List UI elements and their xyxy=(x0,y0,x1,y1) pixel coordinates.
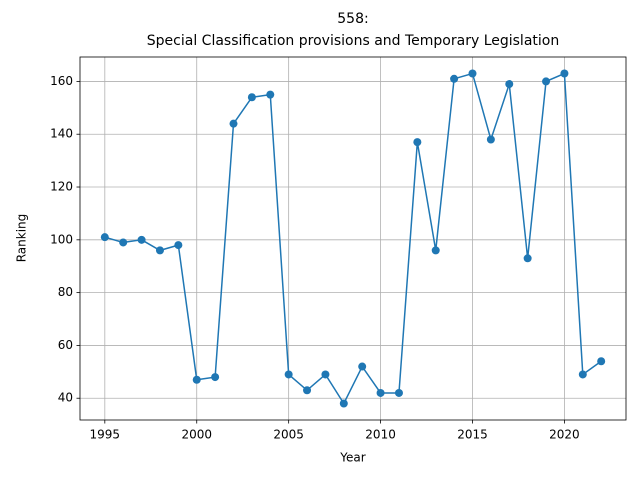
data-point xyxy=(578,370,587,379)
y-axis-label: Ranking xyxy=(15,214,29,263)
data-point xyxy=(284,370,293,379)
x-tick-label: 2010 xyxy=(365,428,396,442)
x-axis-label: Year xyxy=(339,451,365,465)
y-tick-label: 60 xyxy=(58,338,73,352)
data-point xyxy=(303,386,312,395)
data-point xyxy=(560,69,569,78)
data-point xyxy=(321,370,330,379)
y-tick-label: 100 xyxy=(50,232,73,246)
x-tick-label: 2015 xyxy=(457,428,488,442)
data-point xyxy=(358,362,367,371)
x-tick-label: 2020 xyxy=(549,428,580,442)
data-point xyxy=(376,388,385,397)
chart-title: 558: xyxy=(337,11,368,27)
data-point xyxy=(155,246,164,255)
y-tick-label: 140 xyxy=(50,127,73,141)
data-point xyxy=(394,388,403,397)
data-point xyxy=(542,77,551,86)
data-point xyxy=(468,69,477,78)
data-point xyxy=(119,238,128,247)
data-point xyxy=(597,357,606,366)
data-point xyxy=(174,241,183,250)
plot-frame xyxy=(79,56,627,421)
data-point xyxy=(137,235,146,244)
chart-title: Special Classification provisions and Te… xyxy=(147,33,559,49)
data-point xyxy=(505,80,514,89)
y-tick-label: 160 xyxy=(50,74,73,88)
data-line xyxy=(104,72,602,406)
data-point xyxy=(450,74,459,83)
data-point xyxy=(211,373,220,382)
data-point xyxy=(486,135,495,144)
data-point xyxy=(192,375,201,384)
data-point xyxy=(431,246,440,255)
data-point xyxy=(247,93,256,102)
y-tick-label: 120 xyxy=(50,180,73,194)
y-tick-label: 80 xyxy=(58,285,73,299)
data-point xyxy=(339,399,348,408)
y-tick-label: 40 xyxy=(58,391,73,405)
x-tick-label: 2000 xyxy=(181,428,212,442)
x-tick-label: 2005 xyxy=(273,428,304,442)
data-point xyxy=(100,233,109,242)
data-point xyxy=(523,254,532,263)
data-point xyxy=(229,119,238,128)
data-point xyxy=(266,90,275,99)
data-point xyxy=(413,138,422,147)
x-tick-label: 1995 xyxy=(90,428,121,442)
